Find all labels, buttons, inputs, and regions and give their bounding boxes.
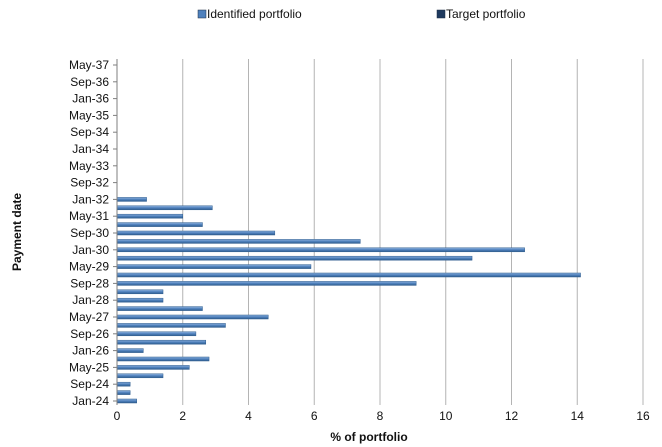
bar	[116, 289, 164, 295]
bar	[116, 272, 581, 278]
legend-item: Target portfolio	[436, 7, 526, 21]
y-tick-label: Jan-34	[72, 142, 109, 156]
x-tick-label: 4	[245, 409, 252, 423]
y-tick-label: Sep-32	[70, 176, 109, 190]
bar	[116, 230, 276, 236]
bar	[116, 381, 131, 387]
legend-swatch	[436, 9, 446, 19]
axes	[113, 59, 118, 405]
legend-label: Identified portfolio	[207, 7, 302, 21]
y-tick-label: May-29	[69, 260, 109, 274]
bar	[116, 213, 183, 219]
bar	[116, 247, 525, 253]
x-tick-label: 6	[311, 409, 318, 423]
y-tick-label: Sep-36	[70, 75, 109, 89]
y-tick-label: May-25	[69, 360, 109, 374]
bar	[116, 222, 203, 227]
bar	[116, 356, 210, 362]
y-tick-label: May-37	[69, 58, 109, 72]
x-tick-label: 8	[377, 409, 384, 423]
bars	[116, 197, 581, 404]
x-tick-label: 12	[505, 409, 519, 423]
y-tick-label: May-33	[69, 159, 109, 173]
y-tick-label: Jan-26	[72, 344, 109, 358]
bar	[116, 365, 190, 370]
x-tick-label: 14	[571, 409, 585, 423]
x-tick-label: 0	[114, 409, 121, 423]
bar	[116, 339, 207, 345]
bar	[116, 348, 144, 353]
bar	[116, 390, 131, 395]
y-tick-label: May-35	[69, 108, 109, 122]
y-tick-label: Sep-30	[70, 226, 109, 240]
y-tick-label: May-31	[69, 209, 109, 223]
x-tick-label: 16	[636, 409, 650, 423]
y-tick-label: Sep-34	[70, 125, 109, 139]
gridlines	[182, 59, 644, 405]
y-tick-label: Jan-30	[72, 243, 109, 257]
y-tick-label: Jan-36	[72, 92, 109, 106]
y-axis-title: Payment date	[10, 193, 24, 271]
bar	[116, 255, 473, 261]
y-tick-label: Sep-26	[70, 327, 109, 341]
bar	[116, 314, 269, 320]
bar	[116, 323, 226, 328]
bar	[116, 239, 361, 244]
legend-item: Identified portfolio	[197, 7, 302, 21]
y-tick-label: May-27	[69, 310, 109, 324]
y-tick-label: Sep-28	[70, 276, 109, 290]
legend-label: Target portfolio	[446, 7, 526, 21]
y-tick-label: Jan-28	[72, 293, 109, 307]
x-axis-title: % of portfolio	[330, 430, 407, 444]
x-tick-label: 10	[439, 409, 453, 423]
bar	[116, 297, 164, 303]
y-tick-label: Jan-32	[72, 192, 109, 206]
x-tick-label: 2	[179, 409, 186, 423]
bar	[116, 398, 137, 404]
bar	[116, 306, 203, 311]
bar	[116, 205, 213, 211]
x-tick-labels: 0 2 4 6 8 10 12 14 16	[114, 409, 650, 423]
y-tick-labels: Jan-24 Sep-24 May-25 Jan-26 Sep-26 May-27 Jan-…	[69, 58, 109, 408]
y-tick-label: Sep-24	[70, 377, 109, 391]
legend-swatch	[197, 9, 207, 19]
bar	[116, 264, 312, 269]
legend: Identified portfolio Target portfolio	[197, 7, 526, 21]
bar	[116, 197, 147, 202]
y-tick-label: Jan-24	[72, 394, 109, 408]
bar	[116, 331, 197, 337]
bar	[116, 281, 417, 286]
bar	[116, 373, 164, 379]
